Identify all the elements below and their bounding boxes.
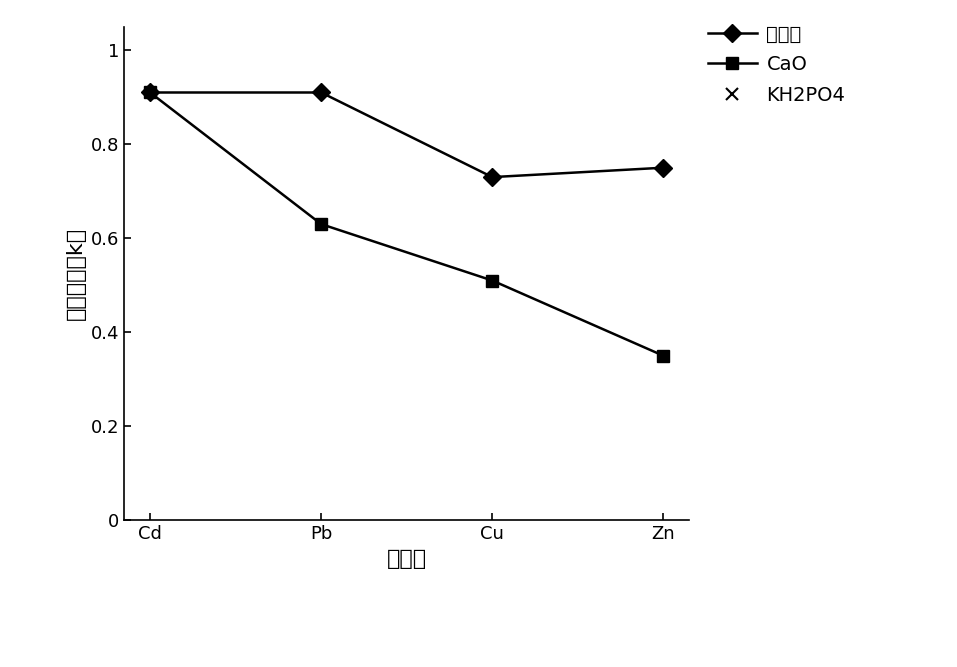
Line: CaO: CaO xyxy=(144,86,670,362)
固定剑 xyxy=(316,89,327,97)
X-axis label: 重金属: 重金属 xyxy=(387,549,427,569)
Legend: 固定剑, CaO, KH2PO4: 固定剑, CaO, KH2PO4 xyxy=(701,17,853,113)
CaO xyxy=(486,277,498,285)
Y-axis label: 固定效率（k）: 固定效率（k） xyxy=(65,227,85,320)
固定剑 xyxy=(486,173,498,181)
CaO xyxy=(145,89,156,97)
CaO xyxy=(657,352,669,360)
固定剑 xyxy=(145,89,156,97)
CaO xyxy=(316,220,327,228)
固定剑 xyxy=(657,163,669,171)
Line: 固定剑: 固定剑 xyxy=(144,86,670,183)
